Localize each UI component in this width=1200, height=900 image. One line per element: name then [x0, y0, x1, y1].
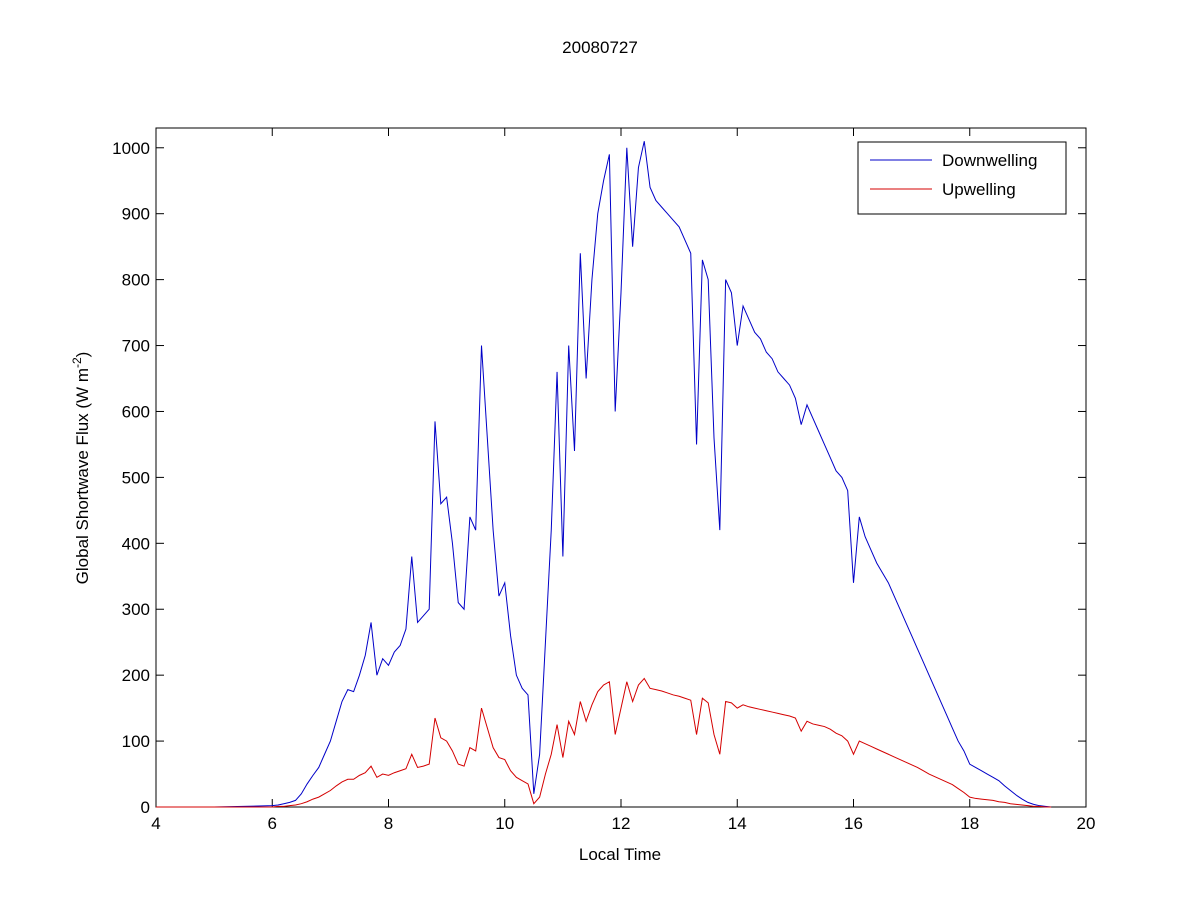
y-tick-label: 700 — [122, 337, 150, 356]
y-tick-label: 500 — [122, 468, 150, 487]
x-tick-label: 14 — [728, 814, 747, 833]
y-label-superscript: -2 — [70, 357, 84, 368]
y-tick-label: 800 — [122, 271, 150, 290]
legend-box — [857, 141, 1067, 215]
x-tick-label: 12 — [612, 814, 631, 833]
x-tick-label: 18 — [960, 814, 979, 833]
x-tick-label: 20 — [1077, 814, 1096, 833]
legend-label: Downwelling — [942, 151, 1037, 170]
y-label-text: Global Shortwave Flux (W m — [73, 368, 92, 584]
y-tick-label: 400 — [122, 534, 150, 553]
y-tick-label: 200 — [122, 666, 150, 685]
y-label-suffix: ) — [73, 352, 92, 358]
y-tick-label: 100 — [122, 732, 150, 751]
y-tick-label: 1000 — [112, 139, 150, 158]
y-tick-label: 300 — [122, 600, 150, 619]
y-tick-label: 600 — [122, 402, 150, 421]
x-tick-label: 10 — [495, 814, 514, 833]
chart-title: 20080727 — [562, 38, 638, 57]
x-tick-label: 6 — [268, 814, 277, 833]
y-tick-label: 0 — [141, 798, 150, 817]
series-line — [156, 141, 1052, 808]
x-tick-label: 8 — [384, 814, 393, 833]
y-tick-label: 900 — [122, 205, 150, 224]
legend-label: Upwelling — [942, 180, 1016, 199]
series-line — [156, 677, 1052, 808]
x-tick-label: 4 — [151, 814, 160, 833]
x-tick-label: 16 — [844, 814, 863, 833]
y-axis-label: Global Shortwave Flux (W m-2) — [70, 352, 92, 585]
x-axis-label: Local Time — [579, 845, 661, 864]
